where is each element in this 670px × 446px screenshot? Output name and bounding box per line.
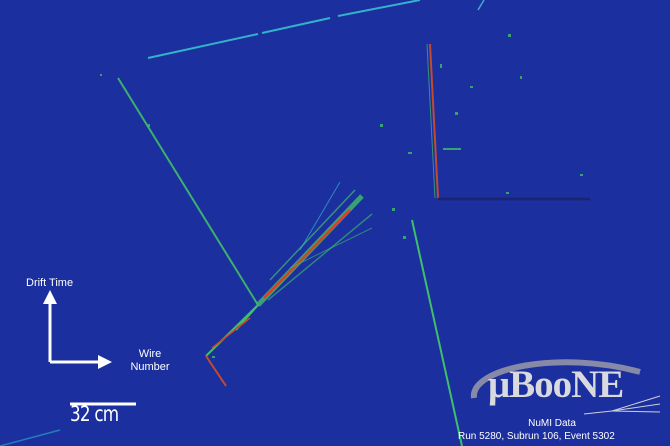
muon-track — [117, 77, 259, 306]
wire-label-line2: Number — [130, 361, 170, 373]
run-info: Run 5280, Subrun 106, Event 5302 — [458, 431, 615, 442]
scale-bar-label: 32 cm — [70, 402, 119, 426]
logo-lines — [583, 395, 661, 415]
faint-track — [0, 429, 61, 446]
diagonal-track — [411, 219, 463, 446]
cosmic-track — [147, 33, 259, 59]
data-title: NuMI Data — [528, 418, 576, 429]
wire-label-line1: Wire — [138, 348, 162, 360]
cosmic-track — [337, 0, 421, 17]
scattered-hits — [100, 34, 583, 358]
drift-time-label: Drift Time — [26, 277, 74, 289]
cosmic-track — [261, 17, 331, 34]
shower — [211, 181, 373, 349]
axis-arrows — [43, 290, 112, 369]
vertical-track — [429, 43, 439, 199]
vertical-track-halo — [426, 43, 436, 199]
logo-swoosh — [470, 359, 641, 399]
cosmic-track — [477, 0, 485, 11]
microboone-logo: μBooNE — [488, 363, 624, 406]
wire-number-label: Wire Number — [128, 348, 172, 374]
track-segment — [205, 355, 227, 387]
